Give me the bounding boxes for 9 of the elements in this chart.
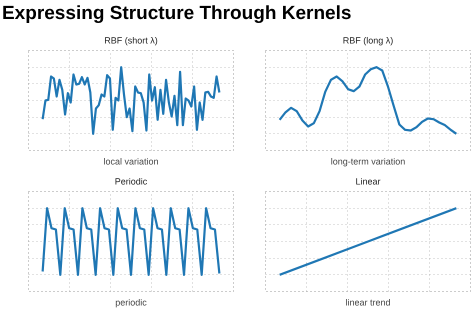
- chart-title: Periodic: [114, 176, 148, 186]
- chart-title: RBF (long λ): [342, 36, 394, 46]
- x-axis-title: long-term variation: [330, 156, 406, 166]
- chart-title: Linear: [355, 176, 381, 186]
- chart-title: RBF (short λ): [104, 36, 158, 46]
- text: Expressing Structure Through Kernels: [2, 2, 352, 26]
- x-axis-title: linear trend: [345, 298, 391, 308]
- x-axis-title: periodic: [115, 298, 148, 308]
- x-axis-title: local variation: [103, 156, 159, 166]
